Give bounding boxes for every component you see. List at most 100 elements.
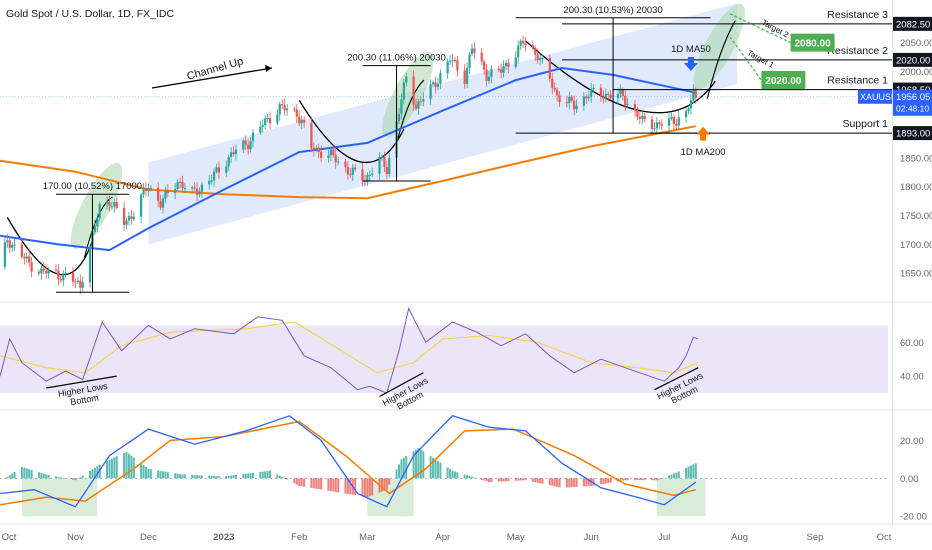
- candle-body: [684, 111, 688, 118]
- macd-histogram-bar: [692, 464, 695, 479]
- candle-body: [431, 82, 435, 85]
- current-price-bg: [893, 89, 932, 116]
- macd-histogram-bar: [453, 471, 456, 479]
- macd-histogram-bar: [64, 478, 67, 479]
- macd-histogram-bar: [91, 469, 94, 479]
- macd-histogram-bar: [23, 467, 26, 479]
- candle-body: [380, 156, 384, 158]
- macd-histogram-bar: [123, 452, 126, 479]
- ma50-arrow-icon: [683, 57, 698, 71]
- candle-body: [140, 194, 143, 217]
- candle-body: [30, 262, 33, 272]
- countdown-value: 02:48:10: [896, 104, 929, 114]
- candle-body: [354, 167, 357, 170]
- candle-body: [658, 122, 661, 125]
- candle-body: [230, 152, 233, 157]
- macd-histogram-bar: [694, 463, 697, 479]
- macd-histogram-bar: [142, 465, 145, 479]
- macd-histogram-bar: [551, 478, 554, 486]
- macd-axis-tick: 20.00: [900, 436, 924, 447]
- macd-histogram-bar: [626, 478, 629, 481]
- candle-body: [470, 48, 474, 55]
- ma200-arrow-icon: [696, 126, 711, 141]
- candle-body: [3, 242, 6, 267]
- candle-body: [320, 152, 323, 158]
- candle-body: [483, 61, 486, 70]
- candle-body: [191, 187, 194, 189]
- candle-body: [388, 157, 391, 175]
- higher-lows-line-1: [46, 375, 117, 389]
- candle-body: [303, 119, 306, 123]
- candle-body: [466, 67, 469, 84]
- macd-histogram-bar: [281, 477, 284, 479]
- candle-body: [592, 87, 595, 90]
- candle-body: [59, 279, 62, 281]
- candle-body: [81, 282, 84, 288]
- candle-body: [317, 147, 320, 153]
- macd-histogram-bar: [507, 478, 510, 482]
- macd-histogram-bar: [380, 478, 383, 492]
- candle-body: [23, 256, 26, 259]
- candle-body: [692, 90, 695, 101]
- macd-histogram-bar: [130, 455, 133, 479]
- macd-histogram-bar: [159, 470, 162, 479]
- current-price-value: 1956.05: [896, 92, 930, 103]
- price-line-label-0: Resistance 3: [827, 9, 888, 21]
- macd-histogram-bar: [225, 476, 228, 479]
- macd-histogram-bar: [108, 459, 111, 479]
- macd-histogram-bar: [217, 476, 220, 479]
- candle-body: [371, 173, 374, 175]
- macd-histogram-bar: [278, 475, 281, 479]
- candle-body: [210, 180, 213, 182]
- candle-body: [76, 280, 79, 282]
- candle-body: [485, 69, 488, 81]
- macd-histogram-bar: [54, 476, 57, 479]
- macd-histogram-bar: [436, 460, 439, 479]
- time-axis-tick: Sep: [807, 532, 824, 543]
- time-axis-tick: Oct: [877, 532, 892, 543]
- candle-body: [249, 141, 252, 150]
- macd-histogram-bar: [619, 478, 622, 482]
- candle-body: [71, 272, 75, 282]
- macd-histogram-bar: [514, 478, 517, 481]
- candle-body: [575, 105, 578, 110]
- macd-histogram-bar: [198, 475, 201, 479]
- candle-body: [298, 116, 301, 124]
- macd-histogram-bar: [653, 478, 656, 481]
- candle-body: [132, 216, 135, 219]
- macd-histogram-bar: [412, 451, 415, 479]
- macd-histogram-bar: [110, 458, 113, 479]
- macd-histogram-bar: [6, 477, 9, 479]
- candle-body: [687, 108, 690, 112]
- price-axis-tick: 1800.00: [900, 182, 932, 193]
- candle-body: [344, 161, 347, 167]
- macd-histogram-bar: [312, 478, 315, 489]
- macd-histogram-bar: [419, 449, 422, 479]
- macd-histogram-bar: [310, 478, 313, 488]
- macd-histogram-bar: [127, 453, 130, 479]
- macd-histogram-bar: [624, 478, 627, 481]
- macd-histogram-bar: [483, 478, 486, 481]
- channel-up-band: [148, 3, 738, 245]
- candle-body: [42, 268, 45, 271]
- candle-body: [351, 167, 354, 175]
- macd-histogram-bar: [395, 469, 398, 479]
- candle-body: [215, 167, 218, 172]
- candle-body: [402, 82, 405, 100]
- candle-body: [6, 240, 9, 243]
- macd-histogram-bar: [191, 474, 194, 479]
- candle-body: [159, 200, 162, 208]
- rsi-band: [0, 325, 888, 394]
- candle-body: [551, 78, 554, 88]
- candle-body: [200, 184, 204, 192]
- macd-histogram-bar: [147, 468, 150, 479]
- time-axis-tick: Nov: [67, 532, 84, 543]
- candle-body: [422, 98, 425, 102]
- macd-histogram-bar: [522, 478, 525, 481]
- candle-body: [504, 62, 508, 67]
- macd-histogram-bar: [242, 474, 245, 479]
- macd-histogram-bar: [181, 474, 184, 479]
- candle-body: [264, 118, 267, 126]
- macd-histogram-bar: [334, 478, 337, 492]
